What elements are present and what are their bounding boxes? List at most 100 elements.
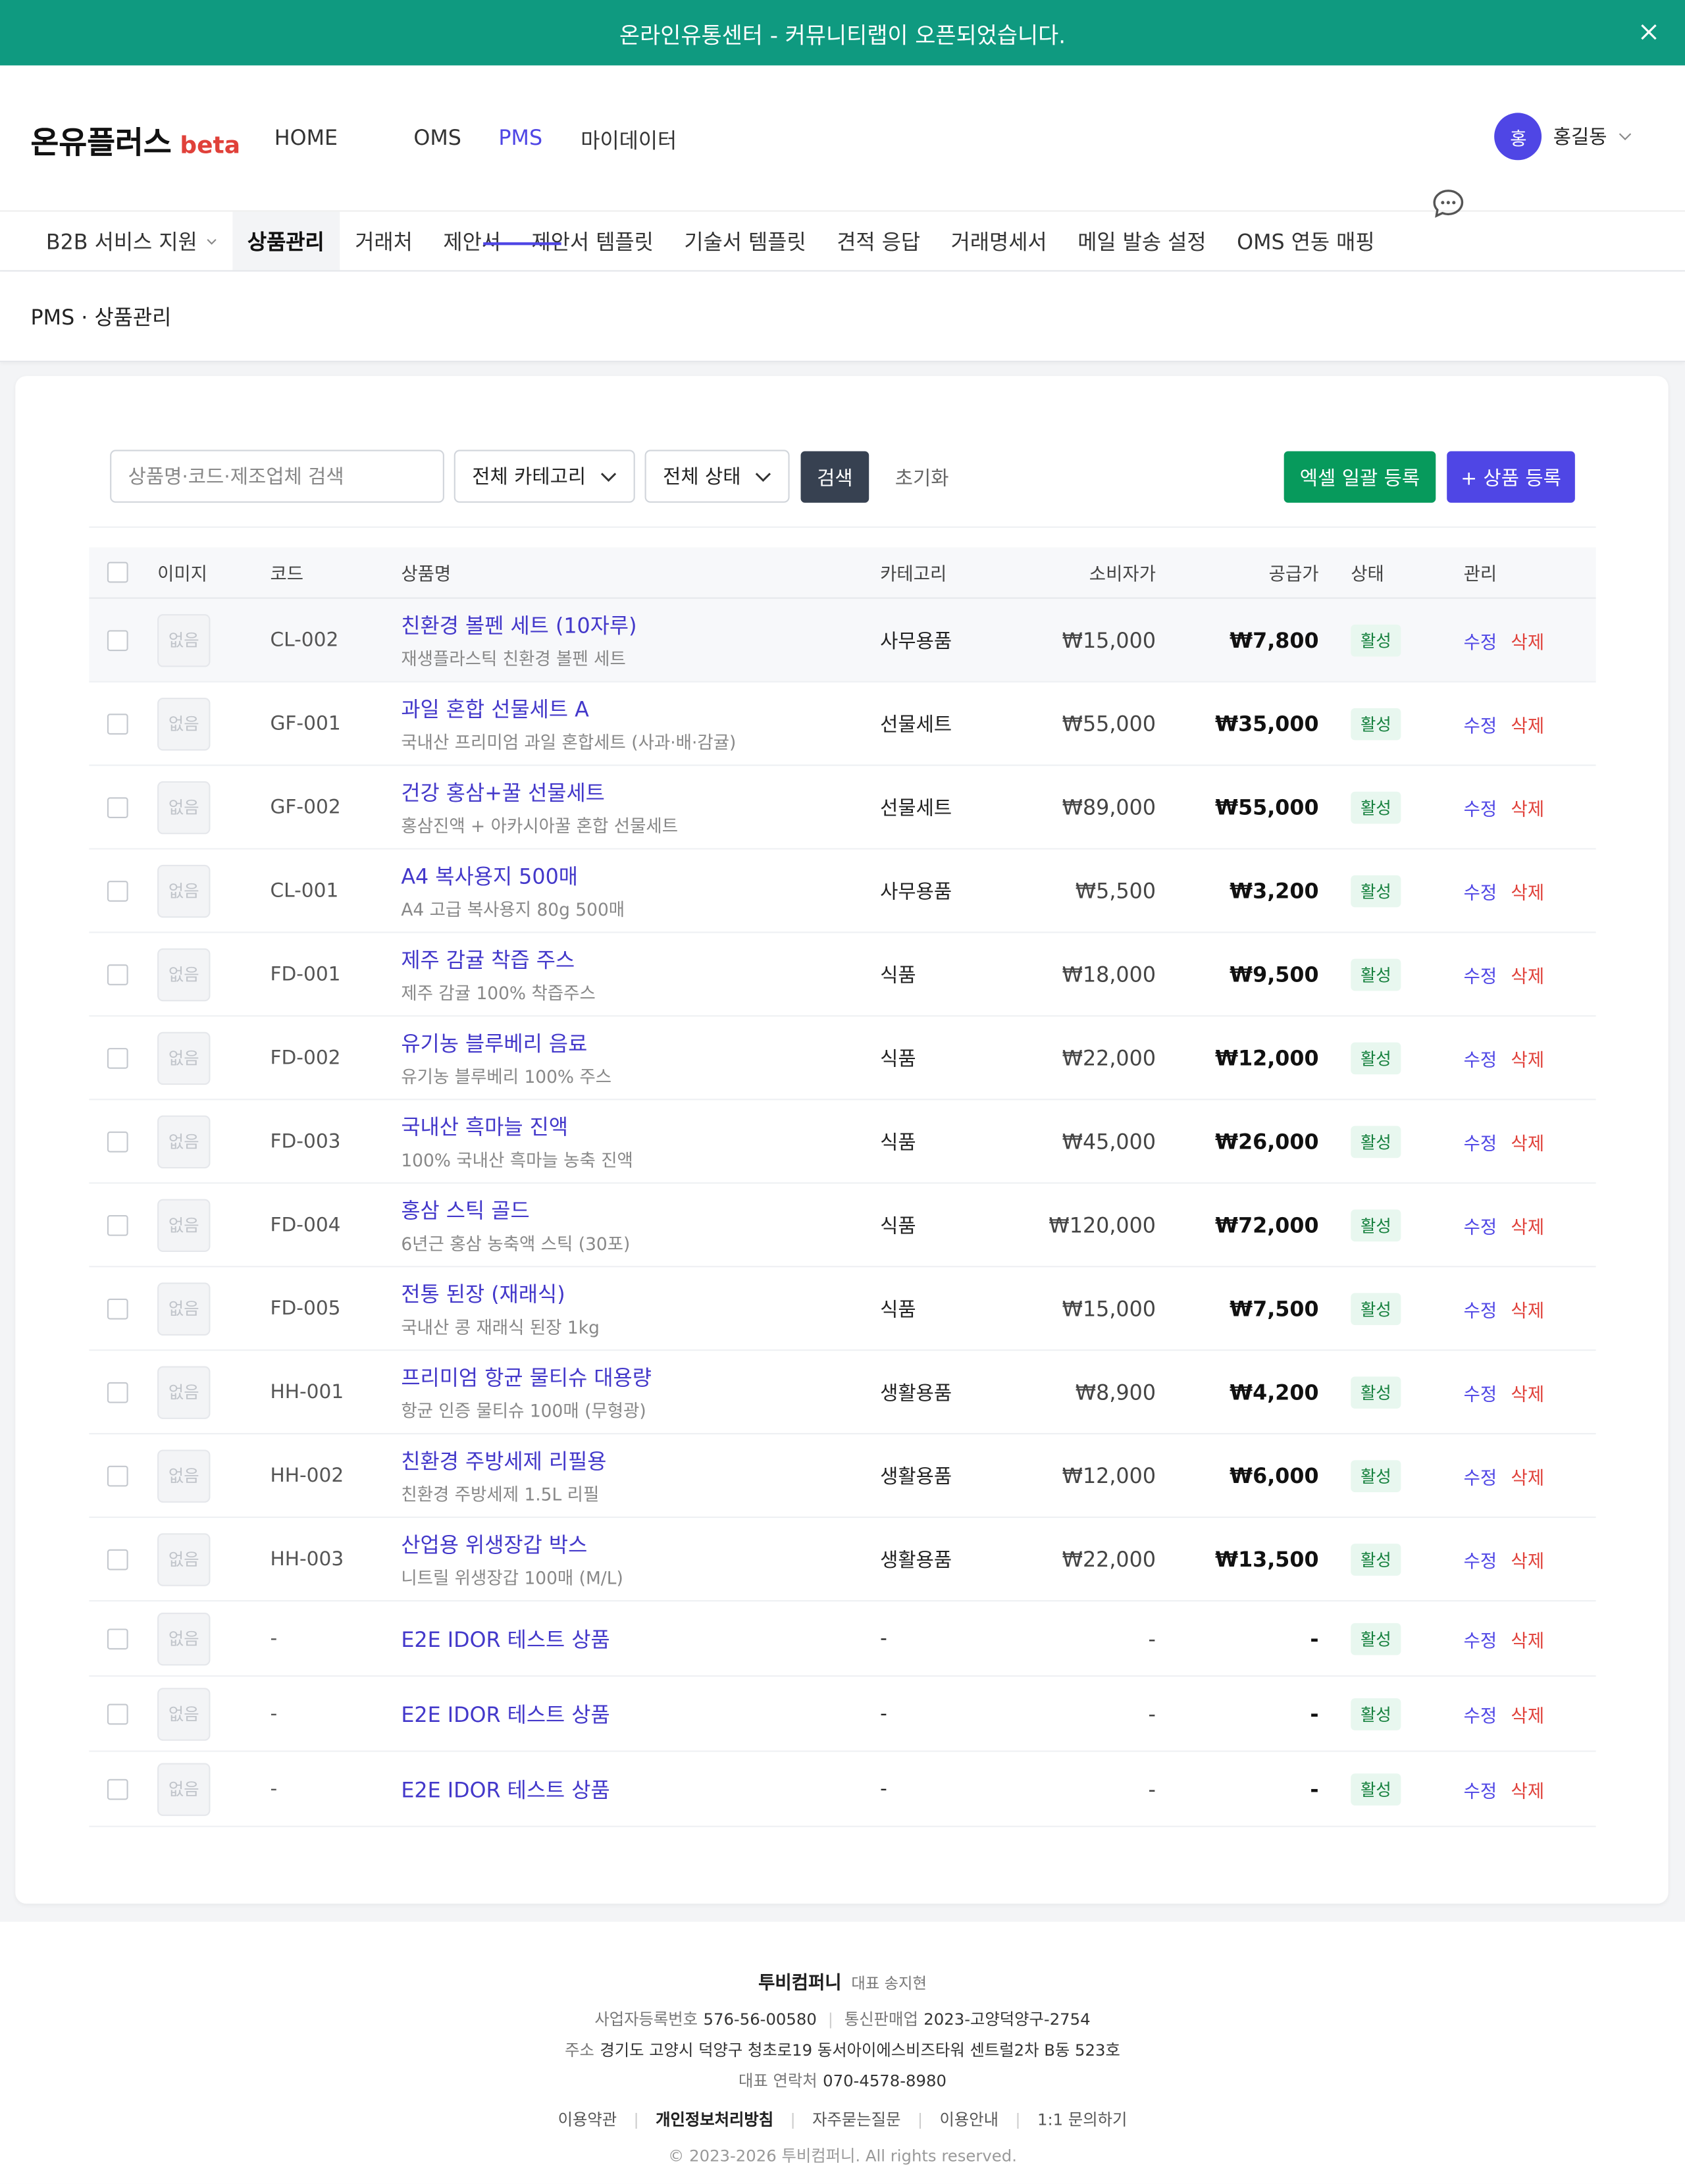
sub-nav-link[interactable]: 메일 발송 설정 (1077, 229, 1206, 255)
footer-link[interactable]: 이용안내 (939, 2110, 998, 2129)
product-name[interactable]: 국내산 흑마늘 진액 (401, 1114, 569, 1139)
checkbox[interactable] (107, 1548, 128, 1570)
search-input[interactable]: 상품명·코드·제조업체 검색 (110, 450, 444, 503)
footer-link[interactable]: 1:1 문의하기 (1037, 2110, 1128, 2129)
edit-link[interactable]: 수정 (1463, 632, 1497, 654)
excel-button[interactable]: 엑셀 일괄 등록 (1283, 451, 1436, 503)
delete-link[interactable]: 삭제 (1511, 632, 1545, 654)
product-name[interactable]: 친환경 주방세제 리필용 (401, 1448, 607, 1474)
edit-link[interactable]: 수정 (1463, 966, 1497, 988)
checkbox[interactable] (107, 1778, 128, 1800)
status-select[interactable]: 전체 상태 (644, 450, 790, 503)
delete-link[interactable]: 삭제 (1511, 1384, 1545, 1405)
nav-link[interactable]: HOME (274, 125, 338, 151)
product-name[interactable]: 프리미엄 항균 물티슈 대용량 (401, 1365, 652, 1390)
sub-nav-link[interactable]: B2B 서비스 지원 (31, 212, 232, 271)
edit-link[interactable]: 수정 (1463, 1301, 1497, 1322)
checkbox[interactable] (107, 880, 128, 901)
sub-nav-link[interactable]: 상품관리 (232, 211, 340, 271)
sub-nav-link[interactable]: 거래명세서 (950, 229, 1047, 255)
sub-nav-link[interactable]: 제안서 (443, 229, 501, 255)
edit-link[interactable]: 수정 (1463, 1630, 1497, 1652)
category: - (880, 1702, 887, 1725)
product-name[interactable]: 제주 감귤 착즙 주스 (401, 947, 575, 972)
close-button[interactable] (1640, 24, 1657, 40)
footer-link[interactable]: 이용약관 (557, 2110, 617, 2129)
product-name[interactable]: 전통 된장 (재래식) (401, 1281, 565, 1307)
footer-company: 투비컴퍼니 대표 송지현 (0, 1967, 1685, 1994)
nav-link[interactable]: PMS (498, 125, 543, 151)
category: 선물세트 (880, 714, 952, 737)
edit-link[interactable]: 수정 (1463, 799, 1497, 821)
product-desc: 제주 감귤 100% 착즙주스 (401, 981, 596, 1003)
checkbox[interactable] (107, 964, 128, 985)
category-select[interactable]: 전체 카테고리 (454, 450, 635, 503)
edit-link[interactable]: 수정 (1463, 715, 1497, 737)
checkbox[interactable] (107, 713, 128, 734)
product-name[interactable]: 유기농 블루베리 음료 (401, 1030, 588, 1056)
chat-icon[interactable] (1432, 188, 1465, 219)
product-name[interactable]: 산업용 위생장갑 박스 (401, 1532, 588, 1557)
checkbox[interactable] (107, 1047, 128, 1068)
delete-link[interactable]: 삭제 (1511, 1301, 1545, 1322)
consumer-price: - (1148, 1776, 1156, 1802)
checkbox[interactable] (107, 1214, 128, 1235)
delete-link[interactable]: 삭제 (1511, 883, 1545, 904)
checkbox[interactable] (107, 1465, 128, 1486)
product-name[interactable]: A4 복사용지 500매 (401, 863, 578, 889)
edit-link[interactable]: 수정 (1463, 1551, 1497, 1573)
edit-link[interactable]: 수정 (1463, 1133, 1497, 1155)
delete-link[interactable]: 삭제 (1511, 1781, 1545, 1802)
product-name[interactable]: 건강 홍삼+꿀 선물세트 (401, 779, 605, 805)
checkbox[interactable] (107, 1628, 128, 1649)
supply-price: ₩35,000 (1215, 711, 1319, 737)
sub-nav-link[interactable]: 기술서 템플릿 (684, 229, 806, 255)
search-button[interactable]: 검색 (800, 451, 869, 503)
logo[interactable]: 온유플러스 beta (31, 118, 240, 163)
checkbox[interactable] (107, 1297, 128, 1319)
footer-link[interactable]: 자주묻는질문 (812, 2110, 901, 2129)
nav-link[interactable]: OMS (413, 125, 461, 151)
edit-link[interactable]: 수정 (1463, 1781, 1497, 1802)
edit-link[interactable]: 수정 (1463, 1467, 1497, 1489)
status-badge: 활성 (1351, 1125, 1401, 1158)
checkbox[interactable] (107, 796, 128, 818)
edit-link[interactable]: 수정 (1463, 1050, 1497, 1071)
table-row: 없음 CL-002 친환경 볼펜 세트 (10자루) 재생플라스틱 친환경 볼펜 세트… (89, 598, 1596, 683)
delete-link[interactable]: 삭제 (1511, 1551, 1545, 1573)
checkbox[interactable] (107, 629, 128, 651)
sub-nav-link[interactable]: 견적 응답 (837, 229, 921, 255)
sub-nav-link[interactable]: 거래처 (355, 229, 413, 255)
delete-link[interactable]: 삭제 (1511, 1133, 1545, 1155)
reset-button[interactable]: 초기화 (894, 467, 949, 490)
checkbox[interactable] (107, 1130, 128, 1152)
edit-link[interactable]: 수정 (1463, 1217, 1497, 1238)
product-name[interactable]: E2E IDOR 테스트 상품 (401, 1626, 610, 1652)
delete-link[interactable]: 삭제 (1511, 966, 1545, 988)
sub-nav-link[interactable]: 제안서 템플릿 (531, 229, 654, 255)
product-name[interactable]: E2E IDOR 테스트 상품 (401, 1702, 610, 1727)
user-menu[interactable]: 홍 홍길동 (1494, 113, 1632, 161)
edit-link[interactable]: 수정 (1463, 1384, 1497, 1405)
delete-link[interactable]: 삭제 (1511, 1630, 1545, 1652)
delete-link[interactable]: 삭제 (1511, 1050, 1545, 1071)
checkbox[interactable] (107, 1381, 128, 1403)
product-name[interactable]: 홍삼 스틱 골드 (401, 1197, 530, 1223)
product-name[interactable]: E2E IDOR 테스트 상품 (401, 1777, 610, 1802)
add-button[interactable]: + 상품 등록 (1447, 451, 1575, 503)
edit-link[interactable]: 수정 (1463, 883, 1497, 904)
image-placeholder: 없음 (157, 864, 211, 918)
edit-link[interactable]: 수정 (1463, 1705, 1497, 1727)
checkbox[interactable] (107, 561, 128, 583)
checkbox[interactable] (107, 1703, 128, 1725)
footer-link[interactable]: 개인정보처리방침 (656, 2110, 774, 2129)
delete-link[interactable]: 삭제 (1511, 1467, 1545, 1489)
delete-link[interactable]: 삭제 (1511, 1705, 1545, 1727)
nav-link[interactable]: 마이데이터 (581, 128, 677, 153)
product-name[interactable]: 과일 혼합 선물세트 A (401, 696, 589, 721)
delete-link[interactable]: 삭제 (1511, 1217, 1545, 1238)
sub-nav-link[interactable]: OMS 연동 매핑 (1237, 229, 1375, 255)
delete-link[interactable]: 삭제 (1511, 715, 1545, 737)
product-name[interactable]: 친환경 볼펜 세트 (10자루) (401, 612, 637, 638)
delete-link[interactable]: 삭제 (1511, 799, 1545, 821)
